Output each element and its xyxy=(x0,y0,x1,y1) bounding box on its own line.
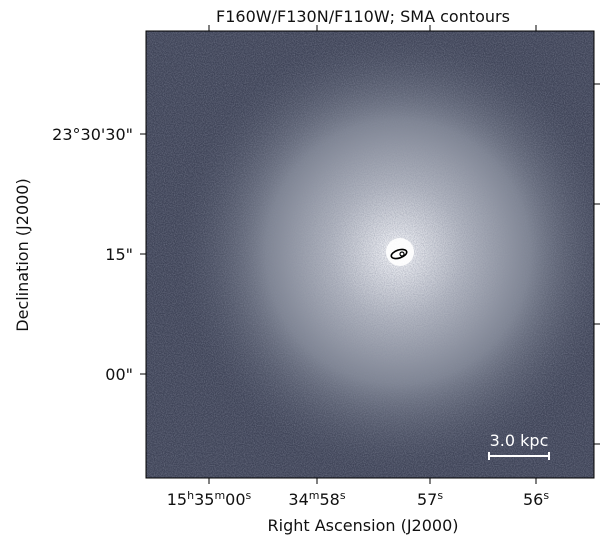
x-tick-label: 56s xyxy=(523,489,549,509)
contour xyxy=(399,251,405,257)
x-label: Right Ascension (J2000) xyxy=(268,516,459,535)
scale-bar-label: 3.0 kpc xyxy=(490,431,549,450)
x-tick-label: 34m58s xyxy=(288,489,345,509)
y-tick-label: 00" xyxy=(105,365,133,384)
y-tick-label: 15" xyxy=(105,245,133,264)
y-tick-label: 23°30'30" xyxy=(52,125,133,144)
title: F160W/F130N/F110W; SMA contours xyxy=(216,7,510,26)
sky-image xyxy=(146,31,594,478)
x-tick-label: 57s xyxy=(417,489,443,509)
y-label: Declination (J2000) xyxy=(13,178,32,331)
contour xyxy=(390,248,408,260)
x-tick-label: 15h35m00s xyxy=(167,489,252,509)
